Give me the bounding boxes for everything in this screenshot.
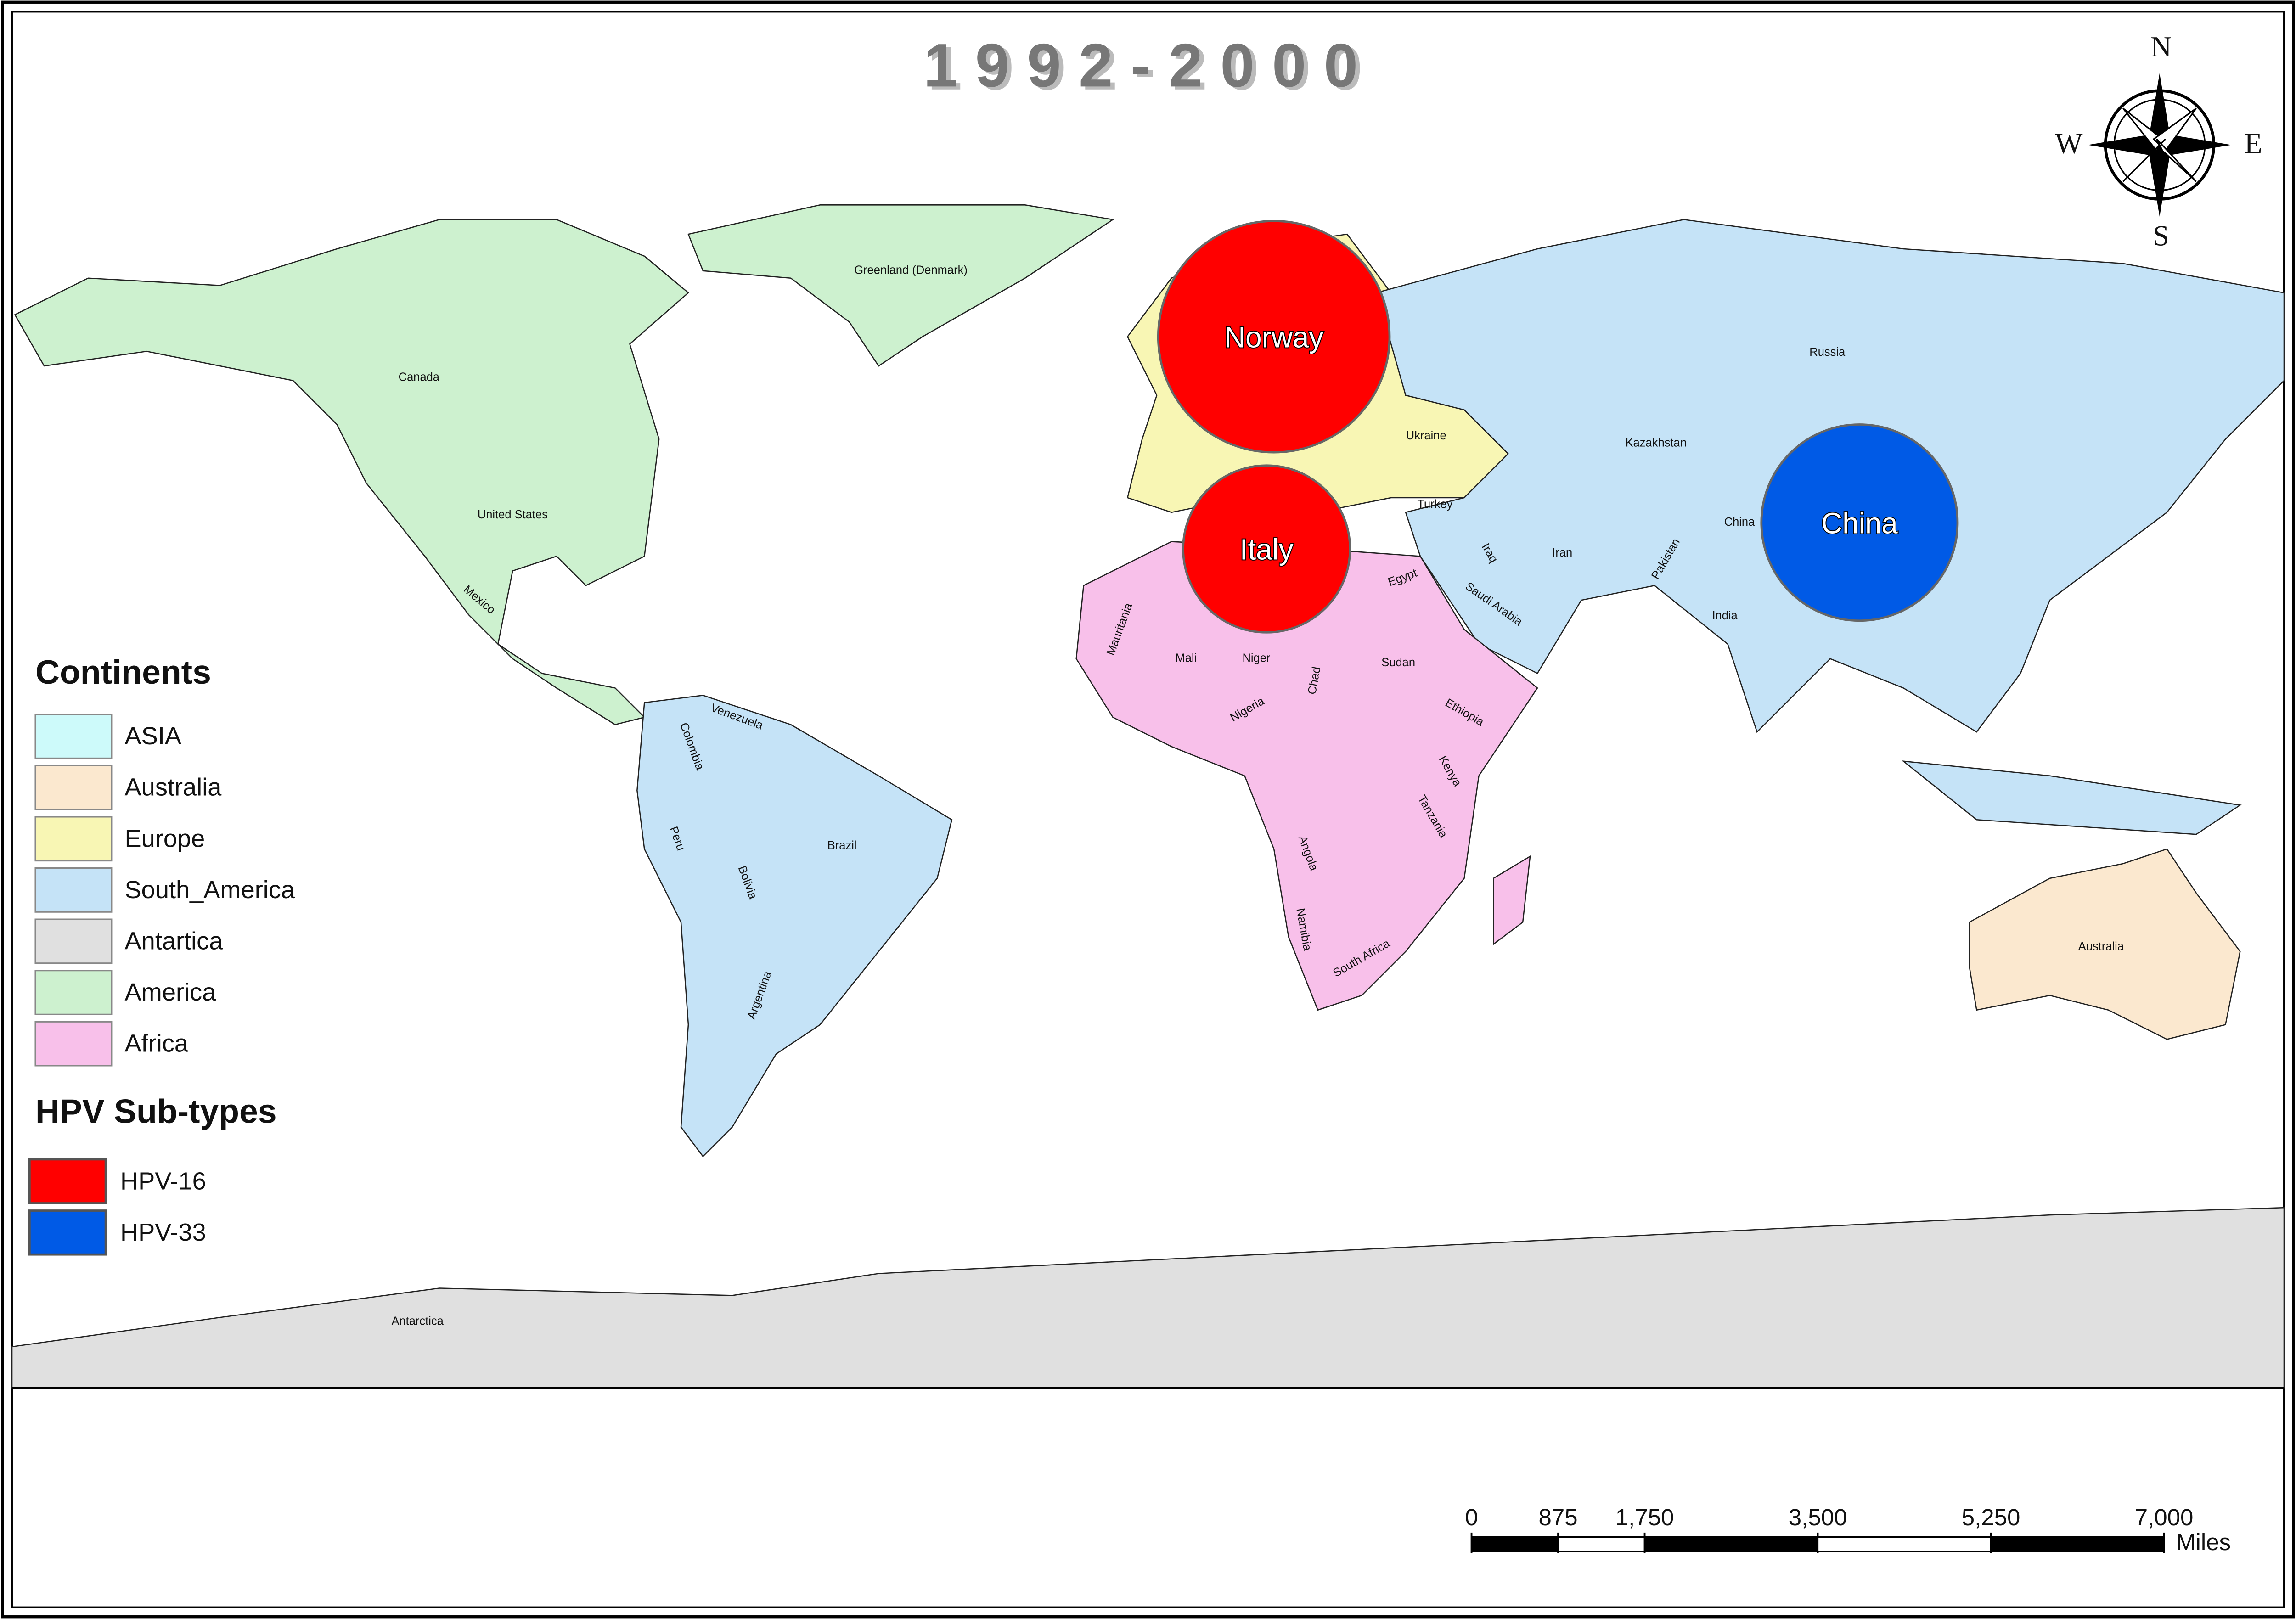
africa xyxy=(1075,541,1538,1011)
south-america xyxy=(636,695,953,1158)
legend-label: HPV-16 xyxy=(120,1167,206,1195)
legend-title: Continents xyxy=(35,653,211,691)
place-label: Turkey xyxy=(1417,498,1452,511)
compass-label: N xyxy=(2150,30,2172,63)
legend-swatch xyxy=(34,714,113,759)
legend-swatch xyxy=(28,1209,107,1256)
scale-segment xyxy=(1470,1536,1559,1552)
title-shadow: 1992-2000 xyxy=(928,34,1380,103)
legend-swatch xyxy=(34,765,113,810)
legend-label: Europe xyxy=(125,825,205,852)
place-label: Antarctica xyxy=(391,1315,444,1328)
legend-label: Antartica xyxy=(125,927,224,955)
scale-unit: Miles xyxy=(2176,1529,2231,1555)
scale-label: 0 xyxy=(1465,1504,1478,1530)
legend-swatch xyxy=(34,1021,113,1067)
compass-point xyxy=(2149,145,2170,217)
place-label: Australia xyxy=(2078,940,2124,953)
scale-segment xyxy=(1817,1536,1992,1552)
compass-point xyxy=(2156,138,2197,182)
scale-segment xyxy=(1557,1536,1646,1552)
place-label: United States xyxy=(478,508,548,521)
legend-swatch xyxy=(34,918,113,964)
scale-label: 5,250 xyxy=(1962,1504,2020,1530)
legend-label: America xyxy=(125,978,217,1006)
scale-bar: Miles 0 875 1,750 3,500 5,250 7,000 xyxy=(1465,1504,2231,1555)
legend-swatch xyxy=(28,1158,107,1204)
place-label: Sudan xyxy=(1381,656,1415,669)
legend-label: South_America xyxy=(125,876,295,904)
legend-swatch xyxy=(34,816,113,862)
legend-label: ASIA xyxy=(125,722,182,750)
marker-label: Norway xyxy=(1224,320,1323,354)
place-label: Ukraine xyxy=(1406,429,1446,442)
compass-label: S xyxy=(2153,219,2169,252)
compass-label: E xyxy=(2245,127,2262,159)
scale-label: 875 xyxy=(1539,1504,1578,1530)
madagascar xyxy=(1493,855,1531,945)
land xyxy=(11,204,2285,1389)
islands xyxy=(1901,760,2242,835)
legend-label: Africa xyxy=(125,1030,189,1057)
place-label: Canada xyxy=(399,371,440,383)
place-label: Russia xyxy=(1809,346,1846,359)
place-label: Kazakhstan xyxy=(1626,437,1687,450)
marker-circle xyxy=(1157,220,1391,454)
compass: N E S W xyxy=(2055,30,2262,252)
compass-point xyxy=(2159,135,2232,155)
marker-label: Italy xyxy=(1240,533,1294,566)
marker-circle xyxy=(1182,464,1351,634)
compass-label: W xyxy=(2055,127,2083,159)
scale-label: 7,000 xyxy=(2135,1504,2194,1530)
place-label: China xyxy=(1724,516,1755,528)
legend-title: HPV Sub-types xyxy=(35,1092,277,1130)
place-label: India xyxy=(1712,609,1738,622)
title: 1992-2000 xyxy=(923,31,1376,100)
scale-segment xyxy=(1990,1536,2165,1552)
place-label: Greenland (Denmark) xyxy=(854,264,968,277)
legend-swatch xyxy=(34,867,113,913)
scale-label: 3,500 xyxy=(1789,1504,1847,1530)
north-america xyxy=(14,219,689,725)
compass-point xyxy=(2149,73,2170,145)
place-label: Iran xyxy=(1552,546,1572,559)
marker-circle xyxy=(1760,423,1959,622)
compass-point xyxy=(2088,135,2160,155)
place-label: Brazil xyxy=(827,839,857,852)
markers: Norway Italy China xyxy=(1157,220,1959,634)
legend: Continents HPV Sub-types ASIA Australia Eu… xyxy=(28,653,295,1256)
marker-label: China xyxy=(1821,506,1898,540)
legend-swatch xyxy=(34,970,113,1015)
map-frame xyxy=(11,11,2285,1608)
scale-segment xyxy=(1643,1536,1819,1552)
greenland xyxy=(687,204,1114,367)
legend-label: HPV-33 xyxy=(120,1219,206,1246)
place-label: Mali xyxy=(1176,652,1197,664)
australia xyxy=(1969,848,2241,1040)
place-label: Niger xyxy=(1242,652,1270,664)
scale-label: 1,750 xyxy=(1615,1504,1674,1530)
legend-label: Australia xyxy=(125,774,222,801)
